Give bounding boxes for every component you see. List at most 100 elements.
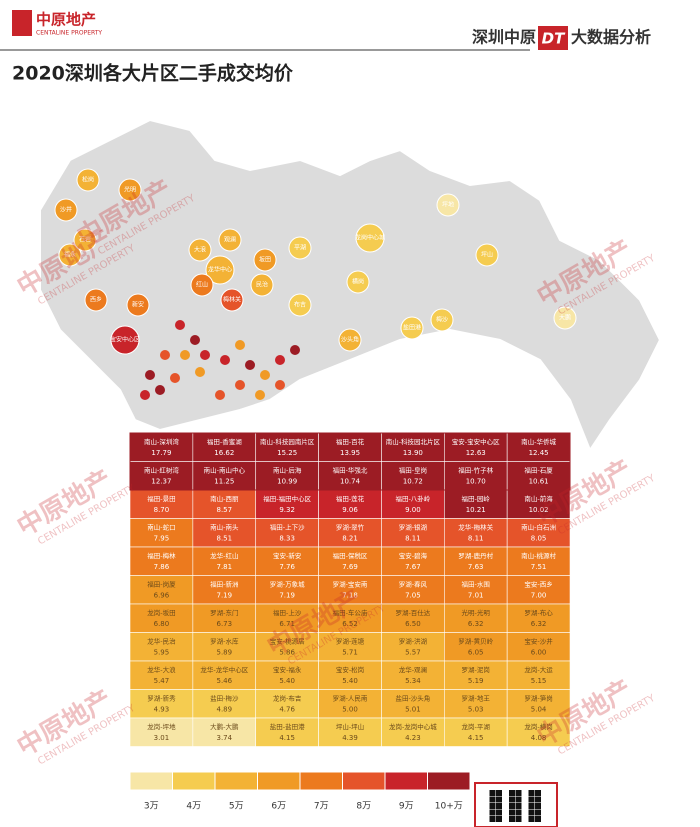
table-cell bbox=[129, 660, 194, 690]
cell-value: 6.52 bbox=[342, 620, 358, 628]
cell-value: 7.69 bbox=[342, 563, 358, 571]
table-cell bbox=[443, 546, 508, 576]
map-label: 观澜 bbox=[224, 236, 236, 244]
legend-swatch bbox=[129, 771, 173, 791]
cell-value: 4.76 bbox=[279, 706, 295, 714]
qr-cell bbox=[515, 816, 522, 822]
cell-value: 4.15 bbox=[279, 734, 295, 742]
cell-name: 光明-光明 bbox=[462, 608, 491, 617]
map-bubble bbox=[288, 236, 312, 260]
cell-name: 坪山-坪山 bbox=[336, 722, 364, 731]
legend-label: 8万 bbox=[356, 802, 371, 812]
map-label: 盐田港 bbox=[403, 324, 421, 332]
table-cell bbox=[381, 461, 445, 491]
cell-name: 罗湖-地王 bbox=[462, 694, 491, 703]
cell-name: 罗湖-翠竹 bbox=[336, 523, 365, 532]
qr-cell bbox=[528, 809, 535, 816]
legend-swatch bbox=[299, 771, 343, 791]
cell-value: 5.46 bbox=[216, 677, 232, 685]
qr-cell bbox=[489, 790, 496, 796]
legend-swatch bbox=[172, 771, 216, 791]
cell-value: 9.32 bbox=[279, 506, 295, 514]
cell-value: 4.23 bbox=[405, 734, 421, 742]
legend-swatch bbox=[427, 771, 471, 791]
cell-name: 盐田-沙头角 bbox=[395, 694, 430, 703]
cell-value: 7.86 bbox=[154, 563, 170, 571]
cell-name: 南山-西丽 bbox=[210, 494, 239, 503]
map-label: 沙井 bbox=[60, 206, 72, 214]
map-bubble bbox=[338, 328, 362, 352]
legend-label: 4万 bbox=[186, 802, 201, 812]
brand-dt: DT bbox=[542, 30, 566, 48]
cell-name: 龙华-大浪 bbox=[147, 665, 176, 674]
map-bubble bbox=[253, 248, 277, 272]
qr-cell bbox=[509, 790, 515, 796]
cell-value: 5.34 bbox=[405, 677, 421, 685]
cell-name: 宝安-福永 bbox=[273, 665, 302, 674]
cell-name: 龙岗-大运 bbox=[524, 665, 553, 674]
map-dot bbox=[175, 320, 185, 330]
cell-value: 10.02 bbox=[529, 506, 549, 514]
table-cell bbox=[318, 660, 382, 690]
cell-name: 福田-竹子林 bbox=[458, 466, 493, 475]
qr-cell bbox=[528, 796, 535, 803]
cell-name: 南山-南山中心 bbox=[204, 466, 246, 475]
cell-value: 8.70 bbox=[154, 506, 170, 514]
map-bubble bbox=[118, 178, 142, 202]
map-dot bbox=[260, 370, 270, 380]
cell-value: 7.81 bbox=[216, 563, 232, 571]
table-cell bbox=[443, 660, 508, 690]
map-label: 龙华中心 bbox=[208, 266, 232, 274]
table-cell bbox=[318, 717, 382, 747]
qr-cell bbox=[489, 803, 496, 809]
map-label: 石岩 bbox=[79, 236, 91, 244]
cell-value: 5.04 bbox=[531, 706, 547, 714]
qr-cell bbox=[535, 790, 541, 796]
cell-value: 3.01 bbox=[154, 734, 170, 742]
brand-dt-box bbox=[538, 26, 568, 50]
qr-cell bbox=[528, 803, 535, 809]
table-cell bbox=[129, 575, 194, 605]
cell-value: 7.19 bbox=[279, 592, 295, 600]
map-label: 坪地 bbox=[442, 201, 454, 209]
map-label: 民治 bbox=[256, 281, 268, 289]
cell-name: 龙岗-横岗 bbox=[524, 722, 552, 731]
cell-value: 5.00 bbox=[342, 706, 358, 714]
table-cell bbox=[255, 432, 319, 462]
map-bubble bbox=[430, 308, 454, 332]
logo-mark bbox=[12, 10, 32, 36]
table-cell bbox=[443, 603, 508, 633]
cell-value: 7.00 bbox=[531, 592, 547, 600]
table-cell bbox=[255, 546, 319, 576]
cell-name: 龙岗-平湖 bbox=[462, 722, 491, 731]
map-dot bbox=[275, 380, 285, 390]
cell-name: 南山-华侨城 bbox=[521, 437, 556, 446]
qr-cell bbox=[515, 803, 522, 809]
map-bubble bbox=[400, 316, 424, 340]
map-bubble bbox=[188, 238, 212, 262]
table-cell bbox=[318, 518, 382, 548]
cell-name: 福田-水围 bbox=[462, 580, 490, 589]
qr-cell bbox=[535, 803, 541, 809]
cell-value: 17.79 bbox=[151, 449, 171, 457]
legend-label: 5万 bbox=[229, 802, 244, 812]
cell-value: 6.05 bbox=[468, 649, 484, 657]
cell-name: 福田-新洲 bbox=[210, 580, 238, 589]
cell-value: 6.50 bbox=[405, 620, 421, 628]
cell-value: 8.51 bbox=[216, 535, 232, 543]
cell-value: 5.47 bbox=[154, 677, 170, 685]
cell-name: 龙华-红山 bbox=[210, 551, 238, 560]
cell-value: 4.08 bbox=[531, 734, 547, 742]
map-dot bbox=[235, 340, 245, 350]
cell-name: 南山-科技园北片区 bbox=[386, 437, 441, 446]
cell-name: 罗湖-新秀 bbox=[147, 694, 176, 703]
cell-name: 福田-香蜜湖 bbox=[207, 437, 242, 446]
table-cell bbox=[443, 489, 508, 519]
cell-name: 南山-科技园南片区 bbox=[260, 437, 315, 446]
cell-value: 10.72 bbox=[403, 478, 423, 486]
cell-value: 6.96 bbox=[154, 592, 170, 600]
map-dot bbox=[160, 350, 170, 360]
cell-value: 5.40 bbox=[279, 677, 295, 685]
map-bubble bbox=[84, 288, 108, 312]
